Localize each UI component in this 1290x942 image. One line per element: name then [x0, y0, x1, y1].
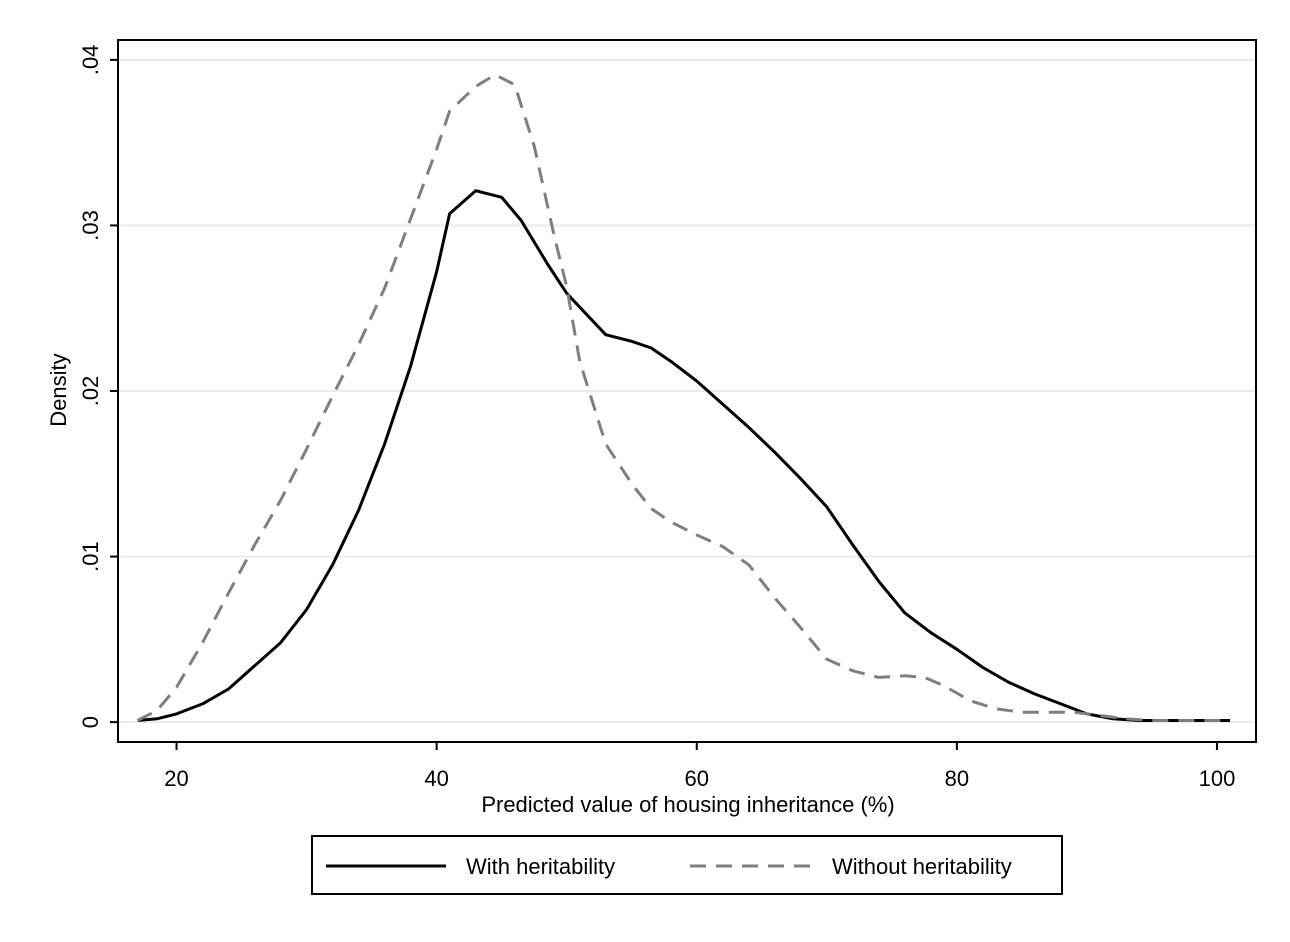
series-line-with-heritability [137, 189, 1230, 722]
gridlines [118, 58, 1256, 724]
legend: With heritability Without heritability [311, 835, 1063, 895]
legend-label-with-heritability: With heritability [466, 854, 615, 879]
x-tick-label: 20 [164, 766, 188, 791]
y-tick-label: .01 [78, 541, 103, 572]
series-line-without-heritability [136, 73, 1230, 722]
x-tick-label: 60 [685, 766, 709, 791]
x-tick-label: 80 [945, 766, 969, 791]
y-axis-label: Density [46, 353, 71, 426]
y-tick-label: .02 [78, 376, 103, 407]
x-axis-label: Predicted value of housing inheritance (… [481, 792, 894, 817]
x-tick-label: 40 [424, 766, 448, 791]
legend-label-without-heritability: Without heritability [832, 854, 1012, 879]
y-tick-label: .03 [78, 210, 103, 241]
series-lines [136, 73, 1230, 722]
y-tick-label: .04 [78, 45, 103, 76]
axis-ticks: 0 .01 .02 .03 .04 20 40 60 80 100 [78, 45, 1235, 791]
y-tick-label: 0 [78, 716, 103, 728]
x-tick-label: 100 [1199, 766, 1236, 791]
